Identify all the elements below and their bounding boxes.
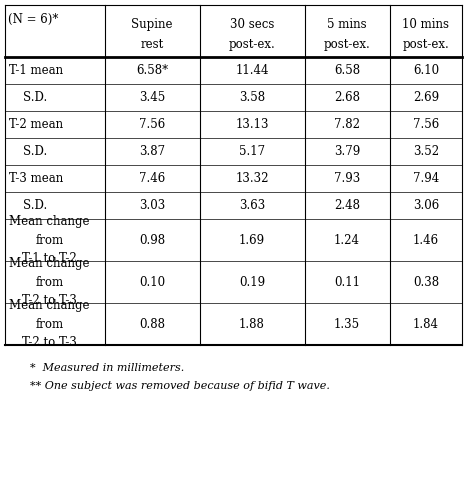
Text: 6.58*: 6.58* <box>136 64 168 77</box>
Text: ** One subject was removed because of bifid T wave.: ** One subject was removed because of bi… <box>30 381 330 391</box>
Text: 0.10: 0.10 <box>139 275 165 288</box>
Text: 7.56: 7.56 <box>413 118 439 131</box>
Text: T-2 mean: T-2 mean <box>9 118 63 131</box>
Text: 3.06: 3.06 <box>413 199 439 212</box>
Text: T-3 mean: T-3 mean <box>9 172 63 185</box>
Text: 13.13: 13.13 <box>235 118 269 131</box>
Text: 1.35: 1.35 <box>334 317 360 330</box>
Text: 2.68: 2.68 <box>334 91 360 104</box>
Text: 7.56: 7.56 <box>139 118 165 131</box>
Text: T-1 mean: T-1 mean <box>9 64 63 77</box>
Text: Supine: Supine <box>131 18 173 31</box>
Text: 3.87: 3.87 <box>139 145 165 158</box>
Text: S.D.: S.D. <box>23 145 47 158</box>
Text: 1.69: 1.69 <box>239 233 265 246</box>
Text: 1.88: 1.88 <box>239 317 265 330</box>
Text: Mean change
from
T-1 to T-2: Mean change from T-1 to T-2 <box>9 215 90 265</box>
Text: 2.69: 2.69 <box>413 91 439 104</box>
Text: post-ex.: post-ex. <box>228 38 275 51</box>
Text: Mean change
from
T-2 to T-3: Mean change from T-2 to T-3 <box>9 299 90 349</box>
Text: 3.03: 3.03 <box>139 199 165 212</box>
Text: *  Measured in millimeters.: * Measured in millimeters. <box>30 363 184 373</box>
Text: 3.63: 3.63 <box>239 199 265 212</box>
Text: 1.24: 1.24 <box>334 233 360 246</box>
Text: 7.94: 7.94 <box>413 172 439 185</box>
Text: post-ex.: post-ex. <box>324 38 370 51</box>
Text: 0.19: 0.19 <box>239 275 265 288</box>
Text: 7.82: 7.82 <box>334 118 360 131</box>
Text: 2.48: 2.48 <box>334 199 360 212</box>
Text: 7.93: 7.93 <box>334 172 360 185</box>
Text: 0.98: 0.98 <box>139 233 165 246</box>
Text: 11.44: 11.44 <box>235 64 269 77</box>
Text: 13.32: 13.32 <box>235 172 269 185</box>
Text: 0.11: 0.11 <box>334 275 360 288</box>
Text: 5.17: 5.17 <box>239 145 265 158</box>
Text: S.D.: S.D. <box>23 199 47 212</box>
Text: 0.88: 0.88 <box>139 317 165 330</box>
Text: rest: rest <box>140 38 164 51</box>
Text: S.D.: S.D. <box>23 91 47 104</box>
Text: 6.10: 6.10 <box>413 64 439 77</box>
Text: 1.46: 1.46 <box>413 233 439 246</box>
Text: 3.45: 3.45 <box>139 91 165 104</box>
Text: 30 secs: 30 secs <box>230 18 274 31</box>
Text: (N = 6)*: (N = 6)* <box>8 13 58 26</box>
Text: Mean change
from
T-2 to T-3: Mean change from T-2 to T-3 <box>9 257 90 307</box>
Text: 0.38: 0.38 <box>413 275 439 288</box>
Text: 3.79: 3.79 <box>334 145 360 158</box>
Text: 10 mins: 10 mins <box>402 18 449 31</box>
Text: 3.58: 3.58 <box>239 91 265 104</box>
Text: 6.58: 6.58 <box>334 64 360 77</box>
Text: 3.52: 3.52 <box>413 145 439 158</box>
Text: post-ex.: post-ex. <box>402 38 449 51</box>
Text: 1.84: 1.84 <box>413 317 439 330</box>
Text: 5 mins: 5 mins <box>327 18 367 31</box>
Text: 7.46: 7.46 <box>139 172 165 185</box>
